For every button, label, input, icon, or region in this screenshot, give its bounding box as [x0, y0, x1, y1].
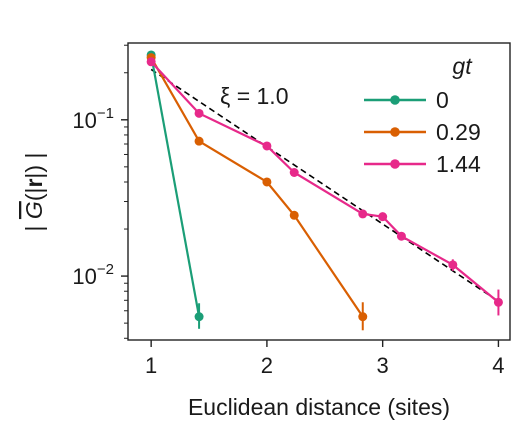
series-layer: [146, 50, 503, 331]
legend-item-0.29: 0.29: [364, 119, 481, 145]
y-tick-label: 10−2: [72, 261, 114, 289]
x-tick-label: 4: [492, 353, 504, 378]
data-point: [262, 177, 272, 187]
data-point: [493, 297, 503, 307]
legend-label: 0.29: [436, 119, 481, 145]
legend-swatch-marker: [390, 159, 400, 169]
y-axis-label: | G(|r|) |: [21, 153, 47, 232]
series-line: [150, 54, 201, 317]
legend-label: 0: [436, 87, 449, 113]
legend: gt0 0.29 1.44: [364, 53, 481, 177]
data-point: [289, 210, 299, 220]
legend-item-1.44: 1.44: [364, 151, 481, 177]
y-axis-label-text: | G(|r|) |: [21, 153, 47, 232]
legend-swatch-marker: [390, 95, 400, 105]
data-point: [448, 260, 458, 270]
x-tick-label: 3: [377, 353, 389, 378]
series-1.44: [146, 57, 503, 316]
data-point: [396, 231, 406, 241]
data-point: [194, 312, 204, 322]
data-point: [378, 212, 388, 222]
x-axis-label: Euclidean distance (sites): [188, 394, 450, 420]
legend-swatch-marker: [390, 127, 400, 137]
data-point: [358, 209, 368, 219]
data-point: [194, 136, 204, 146]
legend-label: 1.44: [436, 151, 481, 177]
legend-item-0: 0: [364, 87, 449, 113]
data-point: [358, 312, 368, 322]
axis-ticks: 1 2 3 4 10−2 10−1: [72, 44, 505, 378]
x-tick-label: 2: [261, 353, 273, 378]
legend-title: gt: [452, 53, 473, 79]
x-tick-label: 1: [145, 353, 157, 378]
data-point: [262, 141, 272, 151]
data-point: [146, 57, 156, 67]
xi-annotation: ξ = 1.0: [220, 83, 288, 109]
plot-border: [127, 42, 511, 341]
data-point: [194, 108, 204, 118]
series-0: [146, 50, 204, 329]
y-tick-label: 10−1: [72, 105, 114, 133]
plot-frame: [127, 42, 511, 341]
data-point: [289, 168, 299, 178]
